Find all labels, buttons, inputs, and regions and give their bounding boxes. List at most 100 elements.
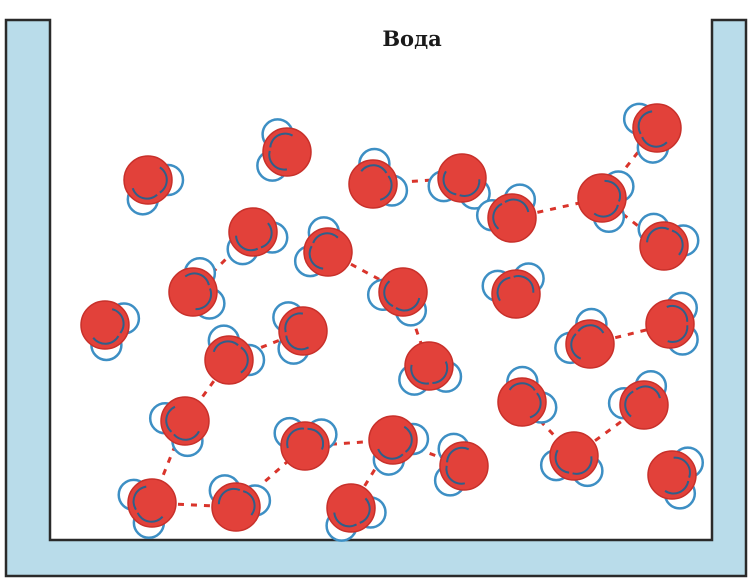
oxygen-atom xyxy=(497,377,547,427)
oxygen-atom xyxy=(278,306,328,356)
hydrogen-overlap xyxy=(136,512,164,523)
hydrogen-overlap xyxy=(285,335,310,351)
water-molecule xyxy=(433,432,489,497)
hydrogen-overlap xyxy=(217,487,241,505)
hydrogen-overlap xyxy=(242,490,256,516)
oxygen-atom xyxy=(632,103,682,153)
hydrogen-overlap xyxy=(240,346,249,374)
water-molecule xyxy=(148,396,210,458)
hydrogen-overlap xyxy=(268,150,288,171)
hydrogen-overlap xyxy=(131,187,158,200)
water-molecule xyxy=(539,431,604,488)
hydrogen-overlap xyxy=(671,229,684,256)
hydrogen-overlap xyxy=(159,166,168,194)
hydrogen-overlap xyxy=(403,425,413,453)
hydrogen-overlap xyxy=(529,392,542,419)
hydrogen-overlap xyxy=(212,340,239,353)
water-molecule xyxy=(272,301,328,365)
water-molecule xyxy=(622,102,682,164)
water-molecule xyxy=(348,147,409,209)
hydrogen-overlap xyxy=(235,235,259,252)
hydrogen-overlap xyxy=(624,390,634,418)
oxygen-atom xyxy=(549,431,599,481)
hydrogen-overlap xyxy=(666,304,689,322)
oxygen-atom xyxy=(491,269,541,319)
hydrogen-overlap xyxy=(432,361,449,385)
oxygen-atom xyxy=(228,207,278,257)
hydrogen-overlap xyxy=(165,405,176,433)
water-molecule xyxy=(645,291,699,356)
hydrogen-overlap xyxy=(496,276,511,302)
hydrogen-overlap xyxy=(673,456,691,478)
water-molecule xyxy=(481,262,545,319)
hydrogen-overlap xyxy=(269,132,294,148)
title: Вода xyxy=(382,26,442,51)
hydrogen-overlap xyxy=(459,179,481,197)
water-molecule xyxy=(208,474,272,532)
water-molecule xyxy=(497,365,558,427)
oxygen-atom xyxy=(619,380,669,430)
hydrogen-overlap xyxy=(260,222,273,249)
hydrogen-overlap xyxy=(111,308,125,334)
oxygen-atom xyxy=(123,155,173,205)
oxygen-atom xyxy=(326,483,376,533)
oxygen-atom xyxy=(168,267,218,317)
oxygen-atom xyxy=(639,221,689,271)
hydrogen-overlap xyxy=(646,226,670,243)
oxygen-atom xyxy=(80,300,130,350)
hydrogen-overlap xyxy=(395,297,421,312)
hydrogen-overlap xyxy=(410,364,430,385)
hydrogen-overlap xyxy=(508,382,536,391)
oxygen-atom xyxy=(577,173,627,223)
oxygen-atom xyxy=(262,127,312,177)
hydrogen-overlap xyxy=(641,136,668,148)
water-molecule xyxy=(117,478,177,540)
hydrogen-overlap xyxy=(593,204,619,218)
oxygen-atom xyxy=(404,341,454,391)
oxygen-atom xyxy=(127,478,177,528)
water-molecule xyxy=(398,341,463,396)
water-molecule xyxy=(325,483,387,542)
hydrogen-overlap xyxy=(664,480,690,495)
oxygen-atom xyxy=(303,227,353,277)
hydrogen-overlap xyxy=(184,272,210,286)
water-molecule xyxy=(427,153,491,210)
hydrogen-overlap xyxy=(577,324,605,334)
hydrogen-overlap xyxy=(637,110,653,135)
hydrogen-overlap xyxy=(635,385,661,399)
oxygen-atom xyxy=(645,299,695,349)
hydrogen-overlap xyxy=(667,325,689,343)
hydrogen-overlap xyxy=(446,446,470,463)
water-molecule xyxy=(256,118,312,182)
hydrogen-overlap xyxy=(442,170,457,196)
oxygen-atom xyxy=(565,319,615,369)
hydrogen-overlap xyxy=(383,280,394,308)
hydrogen-overlap xyxy=(307,427,325,450)
oxygen-atom xyxy=(204,335,254,385)
water-molecule xyxy=(607,369,669,430)
hydrogen-overlap xyxy=(377,448,404,460)
oxygen-atom xyxy=(487,193,537,243)
oxygen-atom xyxy=(647,450,697,500)
water-molecule xyxy=(273,416,338,471)
molecules xyxy=(80,102,705,542)
oxygen-atom xyxy=(160,396,210,446)
oxygen-atom xyxy=(211,482,261,532)
hydrogen-overlap xyxy=(312,232,339,244)
water-molecule xyxy=(80,300,141,362)
water-molecule xyxy=(123,155,185,216)
water-molecule xyxy=(637,212,700,271)
water-molecule xyxy=(647,446,705,510)
water-molecule xyxy=(204,324,266,385)
oxygen-atom xyxy=(378,267,428,317)
water-molecule xyxy=(226,207,289,266)
hydrogen-overlap xyxy=(195,288,213,311)
hydrogen-overlap xyxy=(554,449,570,474)
oxygen-atom xyxy=(437,153,487,203)
oxygen-atom xyxy=(280,421,330,471)
water-molecule xyxy=(475,183,537,243)
hydrogen-overlap xyxy=(284,312,304,333)
water-molecule xyxy=(293,216,353,278)
